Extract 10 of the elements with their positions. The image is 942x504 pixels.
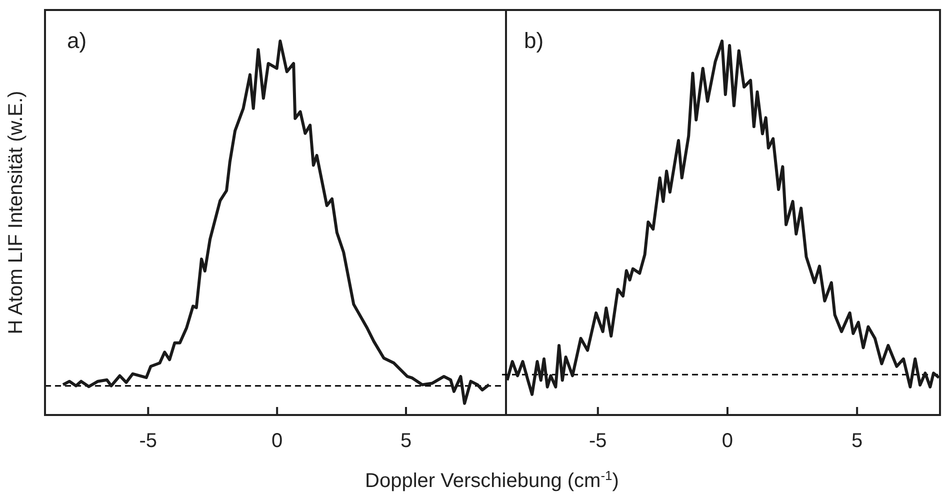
x-tick-label: 0 (722, 430, 734, 452)
y-axis-title: H Atom LIF Intensität (w.E.) (5, 90, 27, 334)
x-tick-label: -5 (139, 430, 158, 452)
annotation: b) (524, 28, 544, 54)
x-tick-label: 5 (852, 430, 863, 452)
x-tick-label: 5 (400, 430, 412, 452)
x-axis-title: Doppler Verschiebung (cm$^{-1}$) (365, 468, 619, 492)
annotation: a) (67, 28, 87, 54)
x-tick-label: 0 (272, 430, 283, 452)
x-tick-label: -5 (588, 430, 607, 452)
